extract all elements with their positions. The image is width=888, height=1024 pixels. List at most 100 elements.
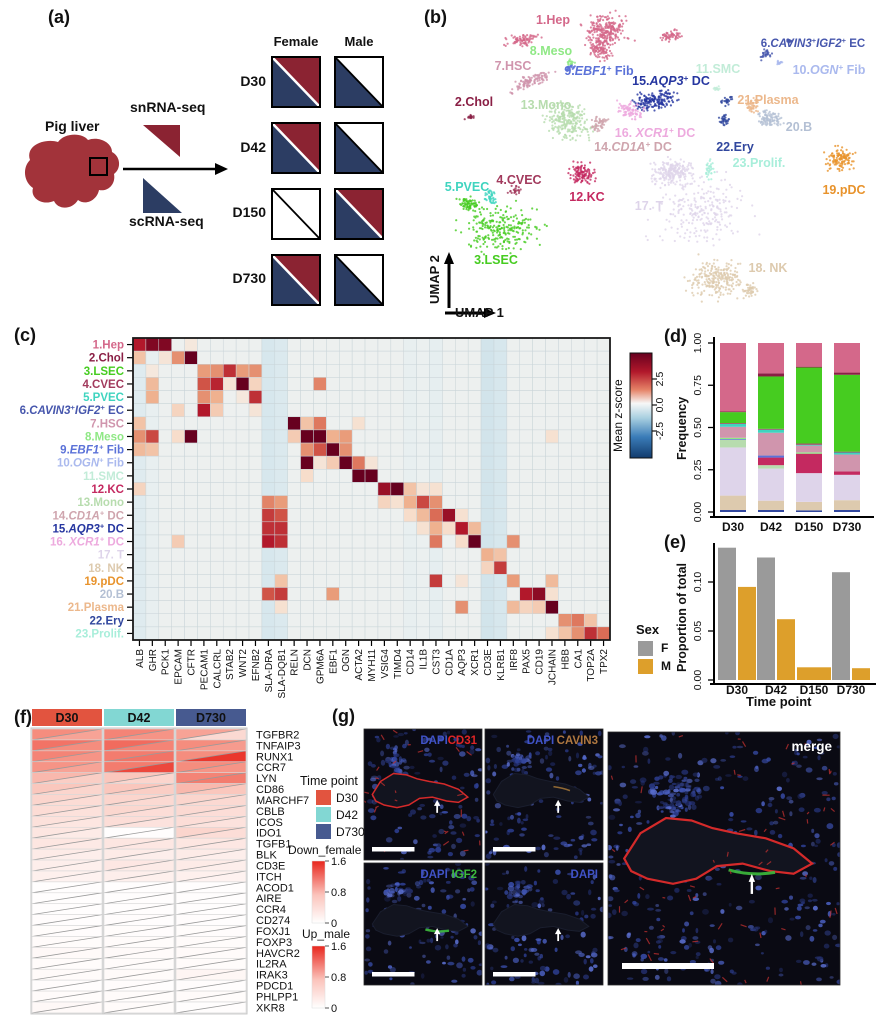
freq-bar-D730-cluster-2 bbox=[834, 372, 860, 375]
design-square-d150-female bbox=[271, 188, 321, 240]
svg-text:CAVIN3: CAVIN3 bbox=[557, 735, 598, 747]
svg-text:20.B: 20.B bbox=[100, 589, 124, 601]
svg-text:17. T: 17. T bbox=[98, 550, 124, 562]
umap-cluster-22 bbox=[717, 95, 734, 127]
svg-text:2.Chol: 2.Chol bbox=[455, 95, 493, 109]
freq-bar-D30-cluster-13 bbox=[720, 439, 746, 448]
svg-text:0.0: 0.0 bbox=[654, 398, 666, 413]
freq-bar-D150-cluster-1 bbox=[796, 343, 822, 367]
svg-text:D30: D30 bbox=[722, 520, 744, 534]
svg-text:LYN: LYN bbox=[256, 773, 277, 785]
svg-text:20.B: 20.B bbox=[786, 120, 812, 134]
svg-text:19.pDC: 19.pDC bbox=[822, 183, 865, 197]
umap-cluster-4 bbox=[506, 184, 522, 196]
freq-bar-D730-cluster-18 bbox=[834, 500, 860, 510]
f-down-gradient-bar bbox=[311, 860, 326, 924]
svg-text:JCHAIN: JCHAIN bbox=[547, 649, 558, 685]
umap-cluster-11 bbox=[712, 85, 721, 92]
prop-bar-D42-m bbox=[777, 619, 795, 680]
vessel-lumen bbox=[371, 903, 469, 937]
f-legend-swatch-D42 bbox=[316, 807, 331, 822]
svg-text:13.Mono: 13.Mono bbox=[77, 497, 124, 509]
svg-text:TIMD4: TIMD4 bbox=[393, 649, 404, 679]
svg-text:1.6: 1.6 bbox=[331, 856, 346, 868]
umap-cluster-23 bbox=[705, 158, 716, 181]
f-downfemale-legend-title: Down_female bbox=[288, 843, 362, 857]
svg-text:0.25: 0.25 bbox=[692, 459, 704, 480]
svg-text:17. T: 17. T bbox=[635, 199, 664, 213]
freq-bar-D150-cluster-3 bbox=[796, 367, 822, 444]
svg-text:14.CD1A+ DC: 14.CD1A+ DC bbox=[594, 140, 672, 154]
svg-text:13.Mono: 13.Mono bbox=[521, 98, 572, 112]
freq-bar-D42-cluster-12 bbox=[758, 457, 784, 466]
svg-text:IDO1: IDO1 bbox=[256, 828, 282, 840]
svg-text:22.Ery: 22.Ery bbox=[716, 140, 754, 154]
freq-bar-D42-cluster-1 bbox=[758, 343, 784, 374]
svg-text:11.SMC: 11.SMC bbox=[696, 62, 740, 76]
umap-cluster-9 bbox=[564, 64, 577, 71]
colorbar-title: Mean z-score bbox=[611, 379, 625, 452]
svg-text:0.05: 0.05 bbox=[692, 621, 704, 642]
umap-cluster-8 bbox=[566, 58, 577, 66]
umap-cluster-14 bbox=[590, 115, 610, 133]
sex-legend-title: Sex bbox=[636, 622, 660, 637]
freq-bar-D30-cluster-7 bbox=[720, 426, 746, 438]
svg-text:16. XCR1+ DC: 16. XCR1+ DC bbox=[615, 126, 695, 140]
frequency-stacked-bar-chart: D30 D42 D150 D730 1.00 0.75 0.50 0.25 0.00 bbox=[692, 333, 874, 534]
freq-bar-D42-cluster-4 bbox=[758, 428, 784, 430]
svg-text:0: 0 bbox=[331, 1003, 337, 1015]
svg-text:15.AQP3+ DC: 15.AQP3+ DC bbox=[52, 521, 124, 535]
svg-text:CD3E: CD3E bbox=[256, 860, 285, 872]
svg-text:HAVCR2: HAVCR2 bbox=[256, 948, 300, 960]
design-square-d30-female bbox=[271, 56, 321, 108]
scale-bar bbox=[372, 847, 415, 852]
prop-bar-D30-f bbox=[718, 547, 736, 680]
panel-b-letter: (b) bbox=[424, 7, 447, 27]
svg-text:IRAK3: IRAK3 bbox=[256, 970, 288, 982]
svg-text:FOXP3: FOXP3 bbox=[256, 937, 292, 949]
svg-text:5.PVEC: 5.PVEC bbox=[83, 392, 124, 404]
d-y-axis-title: Frequency bbox=[675, 396, 689, 460]
svg-text:22.Ery: 22.Ery bbox=[89, 615, 124, 627]
svg-text:8.Meso: 8.Meso bbox=[530, 44, 573, 58]
svg-text:CFTR: CFTR bbox=[187, 649, 198, 676]
f-timepoint-legend-title: Time point bbox=[300, 774, 358, 788]
svg-text:16. XCR1+ DC: 16. XCR1+ DC bbox=[50, 535, 124, 549]
svg-text:0.8: 0.8 bbox=[331, 972, 346, 984]
e-y-axis-title: Proportion of total bbox=[675, 562, 689, 672]
umap-cluster-13 bbox=[541, 100, 597, 142]
panel-d-letter: (d) bbox=[664, 326, 687, 346]
umap-cluster-21 bbox=[744, 96, 760, 114]
svg-text:23.Prolif.: 23.Prolif. bbox=[733, 156, 786, 170]
svg-text:12.KC: 12.KC bbox=[91, 484, 124, 496]
freq-bar-D150-cluster-12 bbox=[796, 453, 822, 474]
svg-text:STAB2: STAB2 bbox=[225, 649, 236, 680]
svg-text:KLRB1: KLRB1 bbox=[496, 649, 507, 681]
freq-bar-D30-cluster-9 bbox=[720, 439, 746, 440]
svg-text:CD3E: CD3E bbox=[483, 649, 494, 676]
svg-text:DAPI: DAPI bbox=[420, 735, 447, 747]
zscore-colorbar bbox=[629, 352, 653, 459]
panel-g-letter: (g) bbox=[332, 706, 355, 726]
freq-bar-D730-cluster-22 bbox=[834, 509, 860, 512]
svg-text:12.KC: 12.KC bbox=[569, 190, 604, 204]
svg-text:IL1B: IL1B bbox=[419, 649, 430, 670]
freq-bar-D42-cluster-18 bbox=[758, 500, 784, 510]
f-header-D30 bbox=[32, 709, 102, 726]
f-header-D730 bbox=[176, 709, 246, 726]
prop-bar-D150-m bbox=[797, 667, 831, 680]
umap-cluster-3 bbox=[454, 195, 548, 256]
panel-f-letter: (f) bbox=[14, 707, 32, 727]
a-row-label-d730: D730 bbox=[232, 270, 266, 286]
umap-cluster-17 bbox=[644, 155, 761, 247]
svg-text:D42: D42 bbox=[128, 711, 151, 725]
svg-text:D730: D730 bbox=[837, 683, 866, 697]
svg-text:3.LSEC: 3.LSEC bbox=[474, 253, 518, 267]
svg-text:RELN: RELN bbox=[290, 649, 301, 676]
svg-text:D150: D150 bbox=[795, 520, 824, 534]
svg-text:XCR1: XCR1 bbox=[470, 649, 481, 676]
umap-cluster-18 bbox=[683, 253, 759, 303]
